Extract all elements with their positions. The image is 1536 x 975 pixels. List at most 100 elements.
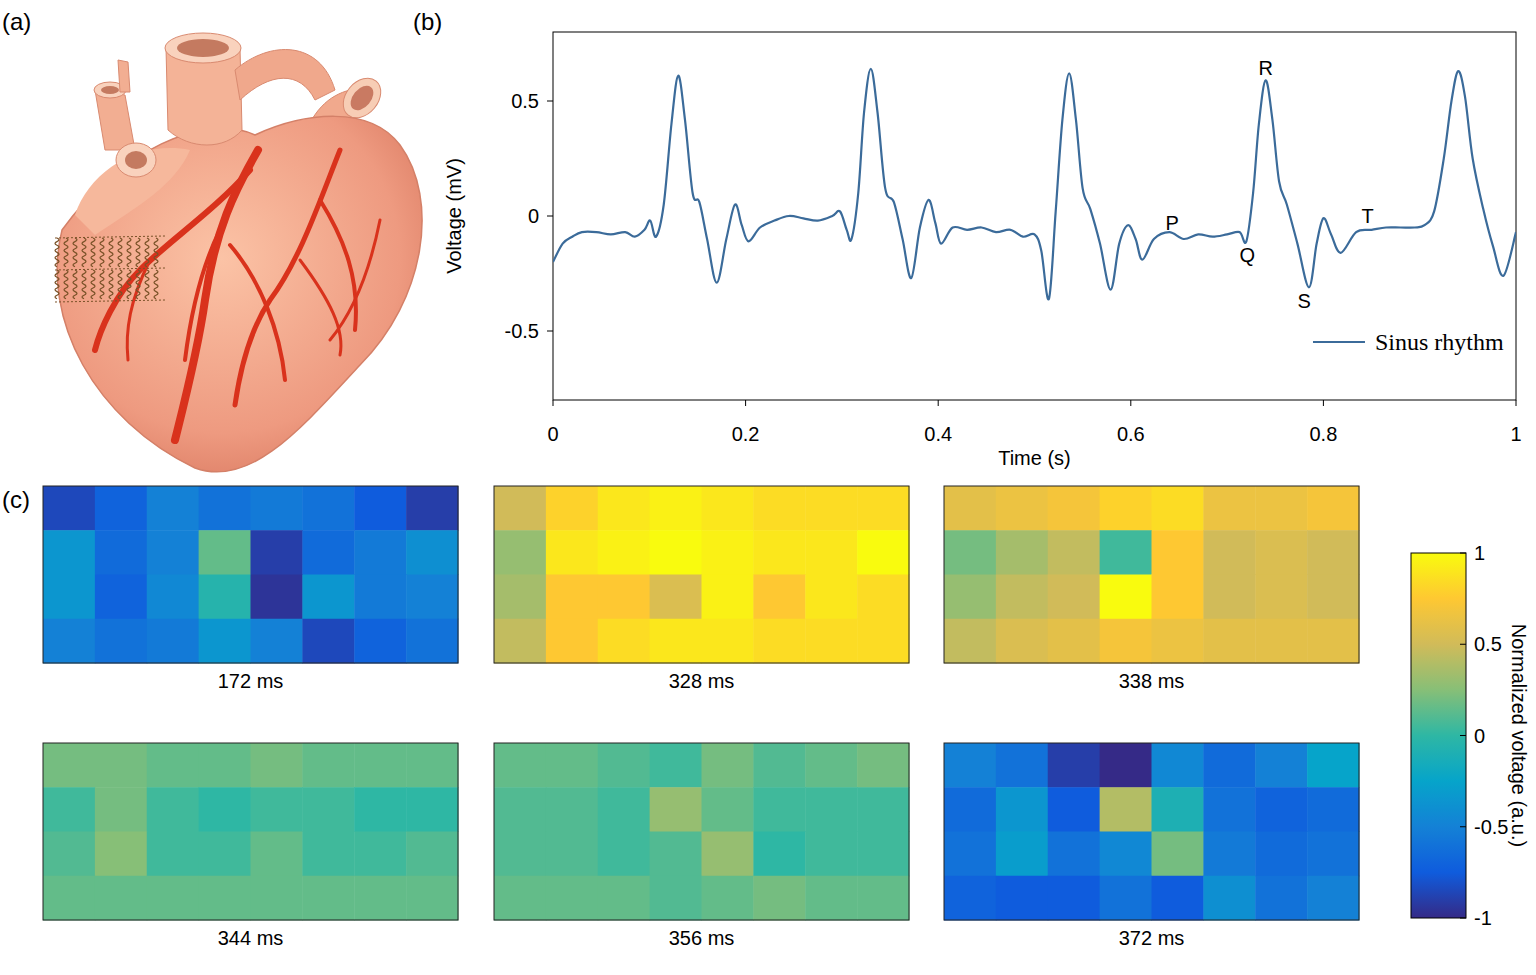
- coronary-artery: [235, 150, 340, 405]
- wave-label: P: [1166, 212, 1179, 234]
- heatmap-cell: [1307, 530, 1359, 575]
- heatmap-cell: [1100, 619, 1152, 664]
- heatmap-cell: [1152, 743, 1204, 788]
- electrode-mesh: [55, 236, 165, 302]
- heatmap-cell: [354, 530, 406, 575]
- heatmap-cell: [944, 787, 996, 832]
- heatmap-cell: [1048, 486, 1100, 531]
- heatmap-cell: [1203, 575, 1255, 620]
- heatmap-cell: [1152, 832, 1204, 877]
- plot-frame: [553, 32, 1516, 400]
- heatmap-cell: [1048, 876, 1100, 921]
- heatmap-cell: [1255, 743, 1307, 788]
- heatmap-cell: [43, 876, 95, 921]
- heatmap-cell: [753, 876, 805, 921]
- vessel-lumen: [346, 81, 378, 114]
- heatmap-cell: [354, 575, 406, 620]
- heatmap-cell: [354, 876, 406, 921]
- colorbar-tick-label: -1: [1474, 907, 1492, 929]
- heatmap-cell: [406, 575, 458, 620]
- heatmap-cell: [302, 575, 354, 620]
- vessel-opening: [116, 143, 156, 177]
- heatmap-cell: [598, 787, 650, 832]
- heatmap-cell: [147, 486, 199, 531]
- heatmap-title: 356 ms: [669, 927, 735, 949]
- x-tick-label: 0.4: [924, 423, 952, 445]
- heatmap-cell: [546, 876, 598, 921]
- heatmap-cell: [406, 787, 458, 832]
- heatmap-cell: [302, 530, 354, 575]
- coronary-artery: [230, 245, 285, 380]
- heatmap-cell: [753, 743, 805, 788]
- heatmap-cell: [996, 876, 1048, 921]
- heatmap-cell: [857, 743, 909, 788]
- heatmap-cell: [147, 619, 199, 664]
- heatmap-cell: [1152, 575, 1204, 620]
- heatmap-cell: [1152, 486, 1204, 531]
- heatmap-cell: [1307, 876, 1359, 921]
- heatmap-cell: [1307, 743, 1359, 788]
- colorbar-gradient: [1411, 553, 1466, 918]
- heatmap-cell: [43, 530, 95, 575]
- heatmap-panel: 338 ms: [944, 486, 1360, 692]
- x-tick-label: 1: [1510, 423, 1521, 445]
- heatmap-cell: [199, 486, 251, 531]
- heatmap-cell: [944, 486, 996, 531]
- heatmap-cell: [95, 876, 147, 921]
- heatmap-cell: [43, 575, 95, 620]
- heatmap-cell: [1307, 619, 1359, 664]
- coronary-artery: [185, 230, 220, 360]
- heatmap-cell: [494, 575, 546, 620]
- electrode-row: [55, 300, 165, 302]
- data-group: [553, 69, 1516, 300]
- heatmap-cell: [95, 575, 147, 620]
- heatmap-cell: [1203, 787, 1255, 832]
- colorbar-tick-label: 1: [1474, 542, 1485, 564]
- heatmap-cell: [650, 876, 702, 921]
- electrode-row: [55, 236, 165, 238]
- electrode-trace: [82, 238, 86, 267]
- heatmap-cell: [302, 876, 354, 921]
- electrode-trace: [64, 270, 68, 299]
- heatmap-cell: [494, 486, 546, 531]
- coronary-artery: [127, 260, 150, 360]
- electrode-trace: [100, 270, 104, 299]
- heatmap-cell: [650, 619, 702, 664]
- heatmap-cell: [857, 530, 909, 575]
- vessel-lumen: [177, 39, 229, 57]
- heatmap-cell: [354, 743, 406, 788]
- heatmap-frame: [494, 486, 909, 663]
- colorbar-tick: [1460, 826, 1466, 827]
- heatmap-panel: 344 ms: [43, 743, 459, 949]
- y-tick-label: -0.5: [505, 320, 539, 342]
- heatmap-cell: [944, 530, 996, 575]
- x-tick-label: 0.6: [1117, 423, 1145, 445]
- heatmap-cell: [702, 876, 754, 921]
- vessel: [95, 90, 135, 150]
- heatmap-cell: [1100, 787, 1152, 832]
- heatmap-cell: [251, 575, 303, 620]
- heatmap-cell: [1100, 486, 1152, 531]
- heatmap-cell: [251, 743, 303, 788]
- heart-body: [57, 116, 422, 472]
- heatmap-cell: [546, 832, 598, 877]
- heatmap-cell: [199, 530, 251, 575]
- heatmap-cell: [1203, 530, 1255, 575]
- heatmap-cell: [199, 575, 251, 620]
- heatmap-cell: [546, 575, 598, 620]
- heatmap-cell: [494, 530, 546, 575]
- electrode-trace: [91, 270, 95, 299]
- x-axis-title: Time (s): [998, 447, 1071, 469]
- electrode-trace: [127, 270, 131, 299]
- heatmap-cell: [702, 787, 754, 832]
- heatmap-cell: [702, 619, 754, 664]
- coronary-artery: [300, 260, 341, 355]
- heatmap-cell: [1100, 832, 1152, 877]
- heatmap-cell: [598, 530, 650, 575]
- heatmap-cell: [1203, 832, 1255, 877]
- heatmap-frame: [944, 743, 1359, 920]
- heatmap-cell: [1048, 743, 1100, 788]
- electrode-trace: [82, 270, 86, 299]
- electrode-trace: [55, 270, 59, 299]
- heatmap-cell: [805, 876, 857, 921]
